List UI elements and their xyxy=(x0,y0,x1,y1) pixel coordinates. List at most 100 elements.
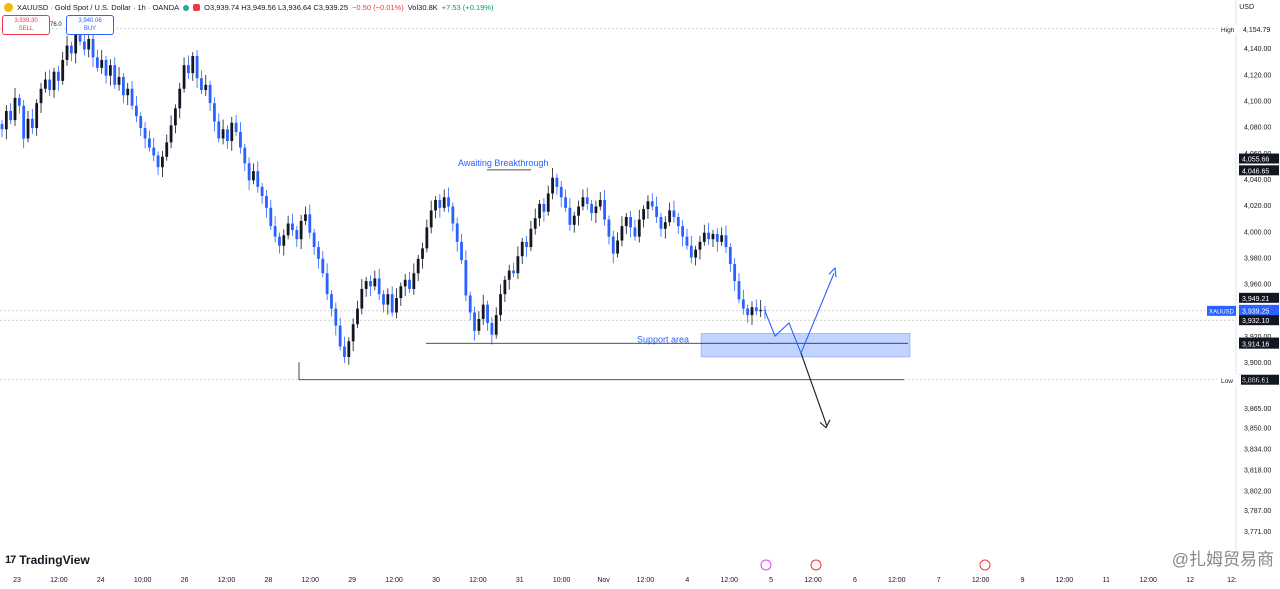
sell-button[interactable]: 3,939.30 SELL xyxy=(2,15,50,35)
buy-price: 3,940.06 xyxy=(78,18,102,24)
price-label-value: 3,886.47 xyxy=(1243,378,1270,385)
candle-body xyxy=(239,131,242,148)
candle-body xyxy=(655,206,659,217)
candle-body xyxy=(668,210,672,223)
buy-button[interactable]: 3,940.06 BUY xyxy=(66,15,114,35)
candle-body xyxy=(533,218,537,229)
candle-body xyxy=(78,32,82,42)
x-tick-label: 12:00 xyxy=(888,577,906,584)
candle-body xyxy=(442,197,446,208)
candle-body xyxy=(754,307,758,312)
candle-body xyxy=(720,235,724,242)
candle-body xyxy=(577,206,580,216)
candle-body xyxy=(572,215,576,225)
candle-body xyxy=(629,216,633,228)
candle-body xyxy=(369,281,372,287)
y-tick-label: 4,000.00 xyxy=(1244,229,1271,236)
price-label-value: 3,886.61 xyxy=(1242,378,1269,385)
candle-body xyxy=(364,281,368,289)
y-tick-label: 3,865.00 xyxy=(1244,406,1271,413)
gold-logo-icon xyxy=(4,3,13,12)
x-tick-label: 12:00 xyxy=(720,577,738,584)
candle-body xyxy=(65,45,69,60)
candle-body xyxy=(295,230,299,240)
candle-body xyxy=(451,206,455,224)
x-tick-label: 23 xyxy=(13,577,21,584)
candle-body xyxy=(611,236,615,254)
x-tick-label: 12:00 xyxy=(1056,577,1074,584)
candle-body xyxy=(82,41,86,50)
candle-body xyxy=(204,84,208,91)
candle-body xyxy=(217,121,221,139)
candle-body xyxy=(711,233,715,240)
volume-readout: Vol30.8K xyxy=(407,3,438,12)
bullish-arrowhead xyxy=(828,266,837,278)
candle-body xyxy=(728,247,732,265)
candle-body xyxy=(590,203,593,214)
candle-body xyxy=(121,76,125,96)
candle-body xyxy=(750,307,754,316)
symbol-title[interactable]: XAUUSD · Gold Spot / U.S. Dollar · 1h · … xyxy=(17,3,180,12)
x-tick-label: 6 xyxy=(853,577,857,584)
candle-body xyxy=(343,346,346,357)
candle-body xyxy=(325,273,329,295)
candle-body xyxy=(438,199,442,208)
price-label-value: 4,154.79 xyxy=(1243,27,1270,34)
candle-body xyxy=(317,247,320,259)
price-label-bg xyxy=(1239,292,1279,303)
ohlc-readout: O3,939.74 H3,949.56 L3,936.64 C3,939.25 xyxy=(204,3,349,12)
candle-body xyxy=(247,163,251,181)
x-tick-label: 11 xyxy=(1103,577,1110,584)
x-tick-label: 26 xyxy=(181,577,189,584)
chart-header: XAUUSD · Gold Spot / U.S. Dollar · 1h · … xyxy=(4,3,493,12)
candle-body xyxy=(659,216,663,229)
bearish-arrowhead xyxy=(819,419,831,429)
y-tick-label: 3,787.00 xyxy=(1244,508,1271,515)
candle-body xyxy=(473,312,476,331)
candle-body xyxy=(182,65,186,89)
price-label-bg xyxy=(1239,153,1279,164)
candle-body xyxy=(260,186,264,197)
support-area-label: Support area xyxy=(637,334,689,344)
candle-body xyxy=(0,124,4,130)
data-source-icon xyxy=(193,4,201,11)
candle-body xyxy=(282,235,286,246)
candle-body xyxy=(724,235,728,248)
candle-body xyxy=(494,315,498,335)
candle-body xyxy=(161,156,164,168)
candle-body xyxy=(43,79,47,89)
candle-body xyxy=(399,286,403,299)
x-tick-label: 10:00 xyxy=(134,577,152,584)
price-label-value: 4,055.66 xyxy=(1242,157,1269,164)
candle-body xyxy=(468,295,472,313)
price-label-value: 4,046.65 xyxy=(1242,168,1269,175)
price-label-bg xyxy=(1239,165,1279,176)
candle-body xyxy=(581,197,585,207)
y-tick-label: 3,900.00 xyxy=(1244,360,1271,367)
y-tick-label: 4,100.00 xyxy=(1244,99,1271,106)
x-tick-label: 30 xyxy=(432,577,440,584)
candle-body xyxy=(642,209,646,220)
candle-body xyxy=(429,210,433,228)
candle-body xyxy=(633,227,637,237)
x-tick-label: 4 xyxy=(685,577,689,584)
candle-body xyxy=(425,227,429,249)
candle-body xyxy=(169,125,173,143)
y-tick-label: 3,834.00 xyxy=(1244,447,1271,454)
candle-body xyxy=(715,233,719,242)
x-tick-label: 10:00 xyxy=(553,577,571,584)
candle-body xyxy=(147,138,151,148)
candle-body xyxy=(221,129,225,139)
y-tick-label: 4,140.00 xyxy=(1244,46,1271,53)
candle-body xyxy=(95,57,99,68)
candle-body xyxy=(620,226,624,241)
candle-body xyxy=(737,281,741,300)
x-tick-label: 12:00 xyxy=(50,577,68,584)
candle-body xyxy=(616,240,620,254)
candle-body xyxy=(512,270,515,274)
currency-selector[interactable]: USD xyxy=(1239,4,1254,11)
candle-body xyxy=(702,232,706,242)
candle-body xyxy=(195,56,199,79)
candle-body xyxy=(542,203,546,212)
